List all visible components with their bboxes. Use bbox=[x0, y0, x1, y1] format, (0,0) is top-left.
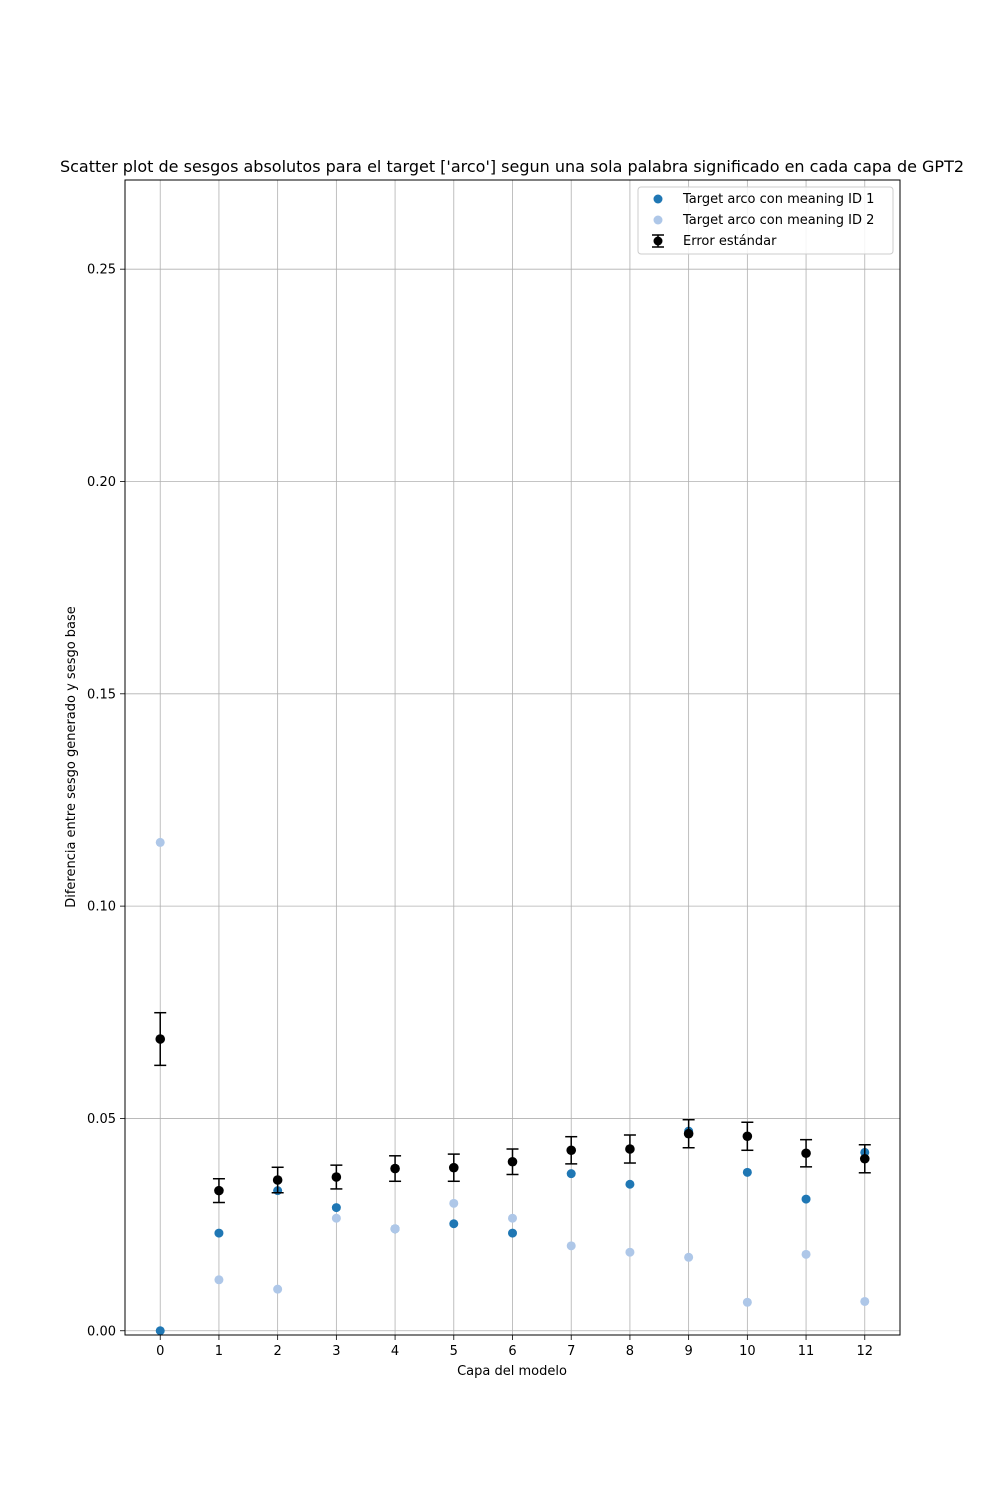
legend-label-meaning-id-2: Target arco con meaning ID 2 bbox=[682, 213, 874, 228]
legend: Target arco con meaning ID 1 Target arco… bbox=[637, 186, 894, 255]
x-tick-label: 2 bbox=[274, 1344, 282, 1359]
legend-marker-meaning-id-2 bbox=[653, 215, 663, 225]
x-tick-label: 10 bbox=[739, 1344, 756, 1359]
data-point bbox=[684, 1252, 694, 1262]
legend-label-meaning-id-1: Target arco con meaning ID 1 bbox=[682, 192, 874, 207]
x-tick-label: 7 bbox=[567, 1344, 575, 1359]
x-tick-label: 9 bbox=[684, 1344, 692, 1359]
data-point bbox=[214, 1228, 224, 1238]
x-tick-label: 1 bbox=[215, 1344, 223, 1359]
legend-marker-error-bar bbox=[652, 234, 664, 248]
data-point bbox=[331, 1203, 341, 1213]
series-3 bbox=[154, 1011, 871, 1204]
data-point bbox=[801, 1249, 811, 1259]
mean-point bbox=[448, 1162, 459, 1173]
series-layer bbox=[154, 837, 871, 1336]
ticks: 0 1 2 3 4 5 6 7 8 9 10 11 120.000.050.100.150.200.25 bbox=[87, 263, 873, 1359]
mean-point bbox=[801, 1148, 811, 1159]
x-tick-label: 0 bbox=[156, 1344, 164, 1359]
data-point bbox=[449, 1198, 459, 1208]
grid bbox=[125, 180, 900, 1335]
x-tick-label: 4 bbox=[391, 1344, 399, 1359]
data-point bbox=[508, 1228, 517, 1238]
mean-point bbox=[155, 1034, 166, 1044]
y-tick-label: 0.05 bbox=[87, 1112, 116, 1127]
data-point bbox=[625, 1247, 635, 1257]
y-axis-label: Diferencia entre sesgo generado y sesgo … bbox=[64, 606, 79, 908]
data-point bbox=[508, 1213, 517, 1223]
data-point bbox=[801, 1194, 811, 1204]
legend-marker-meaning-id-1 bbox=[653, 194, 663, 204]
data-point bbox=[449, 1219, 459, 1229]
data-point bbox=[860, 1296, 870, 1306]
data-point bbox=[273, 1284, 283, 1294]
y-tick-label: 0.20 bbox=[87, 475, 116, 490]
x-tick-label: 5 bbox=[450, 1344, 458, 1359]
data-point bbox=[742, 1297, 752, 1307]
data-point bbox=[742, 1167, 752, 1177]
mean-point bbox=[683, 1128, 694, 1139]
legend-label-standard-error: Error estándar bbox=[683, 234, 777, 249]
series-2 bbox=[155, 837, 870, 1307]
x-tick-label: 8 bbox=[626, 1344, 634, 1359]
y-tick-label: 0.00 bbox=[87, 1324, 116, 1339]
mean-point bbox=[331, 1172, 342, 1182]
data-point bbox=[566, 1169, 576, 1179]
data-point bbox=[214, 1275, 224, 1285]
mean-point bbox=[625, 1144, 635, 1154]
data-point bbox=[331, 1213, 341, 1223]
data-point bbox=[566, 1241, 576, 1251]
mean-point bbox=[214, 1185, 224, 1196]
mean-point bbox=[390, 1163, 400, 1174]
mean-point bbox=[859, 1153, 870, 1164]
y-tick-label: 0.15 bbox=[87, 687, 116, 702]
data-point bbox=[390, 1224, 400, 1234]
chart-title: Scatter plot de sesgos absolutos para el… bbox=[60, 157, 964, 176]
x-tick-label: 12 bbox=[856, 1344, 873, 1359]
x-tick-label: 6 bbox=[508, 1344, 516, 1359]
mean-point bbox=[507, 1156, 518, 1167]
data-point bbox=[625, 1179, 635, 1189]
legend-box bbox=[637, 186, 894, 255]
x-axis-label: Capa del modelo bbox=[457, 1364, 567, 1379]
data-point bbox=[155, 837, 165, 847]
x-tick-label: 3 bbox=[332, 1344, 340, 1359]
y-tick-label: 0.10 bbox=[87, 900, 116, 915]
x-tick-label: 11 bbox=[798, 1344, 815, 1359]
y-tick-label: 0.25 bbox=[87, 263, 116, 278]
mean-point bbox=[742, 1131, 753, 1142]
mean-point bbox=[566, 1145, 577, 1156]
data-point bbox=[155, 1326, 165, 1336]
mean-point bbox=[272, 1175, 283, 1185]
